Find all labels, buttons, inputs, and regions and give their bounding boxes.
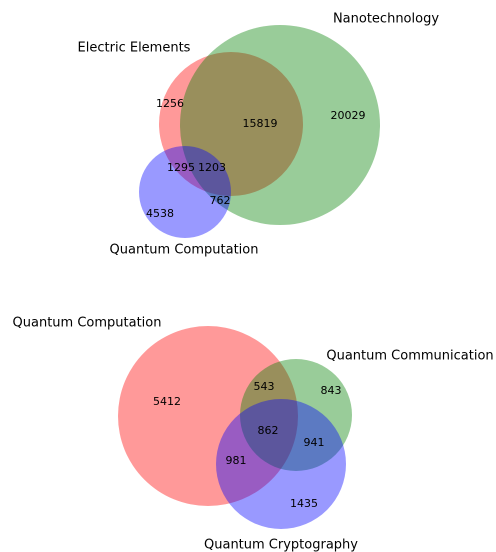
region-label: 1203 xyxy=(198,161,226,174)
set-circle xyxy=(180,25,380,225)
region-label: 981 xyxy=(226,454,247,467)
set-label: Quantum Computation xyxy=(110,243,259,258)
set-circle xyxy=(240,359,352,471)
set-label: Quantum Communication xyxy=(326,349,493,364)
set-label: Electric Elements xyxy=(78,41,191,56)
region-label: 1435 xyxy=(290,497,318,510)
set-circle xyxy=(118,326,298,506)
region-label: 1295 xyxy=(167,161,195,174)
region-label: 941 xyxy=(304,436,325,449)
region-label: 862 xyxy=(258,424,279,437)
set-label: Quantum Cryptography xyxy=(204,538,358,552)
venn-diagram: Quantum Computation Quantum Communication… xyxy=(13,316,494,552)
set-circle xyxy=(139,146,231,238)
set-circle xyxy=(216,399,346,529)
region-label: 843 xyxy=(321,384,342,397)
set-label: Quantum Computation xyxy=(13,316,162,331)
region-label: 762 xyxy=(210,194,231,207)
set-circle xyxy=(159,52,303,196)
region-label: 20029 xyxy=(331,109,366,122)
region-label: 4538 xyxy=(146,207,174,220)
set-label: Nanotechnology xyxy=(333,12,439,27)
region-label: 5412 xyxy=(153,395,181,408)
venn-diagram: Electric Elements Nanotechnology Quantum C… xyxy=(78,12,440,258)
region-label: 1256 xyxy=(156,97,184,110)
region-label: 15819 xyxy=(243,117,278,130)
region-label: 543 xyxy=(254,380,275,393)
